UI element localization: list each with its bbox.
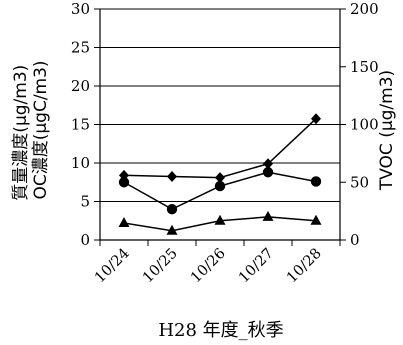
x-tick-label: 10/27 xyxy=(236,246,277,287)
right-tick-label: 100 xyxy=(350,116,379,134)
data-point-circle xyxy=(214,180,226,192)
data-point-circle xyxy=(262,167,274,178)
series-diamond xyxy=(119,113,321,184)
series-circle xyxy=(118,167,322,215)
data-point-diamond xyxy=(263,158,273,170)
data-point-diamond xyxy=(215,172,225,184)
x-tick-label: 10/28 xyxy=(284,246,325,287)
y-axis-label-left: 質量濃度(μg/m3) OC濃度(μgC/m3) xyxy=(11,59,51,200)
series-layer xyxy=(118,113,322,235)
left-tick-label: 10 xyxy=(71,154,90,172)
right-tick-label: 150 xyxy=(350,58,379,76)
x-axis-label: H28 年度_秋季 xyxy=(158,320,283,341)
right-tick-label: 200 xyxy=(350,0,379,18)
data-point-diamond xyxy=(119,169,129,181)
right-tick-label: 50 xyxy=(350,173,369,191)
grid-lines xyxy=(100,8,340,202)
series-line xyxy=(123,118,317,179)
data-point-circle xyxy=(166,204,178,215)
x-tick-label: 10/26 xyxy=(188,246,229,287)
y-axis-label-left-line2: OC濃度(μgC/m3) xyxy=(31,60,51,199)
y-axis-label-right: TVOC (μg/m3) xyxy=(377,70,397,191)
left-axis-ticks: 0 5 10 15 20 25 30 xyxy=(71,0,100,249)
data-point-circle xyxy=(310,176,322,187)
y-axis-label-left-line1: 質量濃度(μg/m3) xyxy=(11,65,31,201)
data-point-triangle xyxy=(118,217,130,228)
right-tick-label: 0 xyxy=(350,231,360,249)
series-triangle xyxy=(118,210,322,235)
x-axis-ticks: 10/24 10/25 10/26 10/27 10/28 xyxy=(92,240,341,287)
right-axis-ticks: 0 50 100 150 200 xyxy=(340,0,379,249)
data-point-triangle xyxy=(310,214,322,225)
left-tick-label: 25 xyxy=(71,39,90,57)
left-tick-label: 15 xyxy=(71,116,90,134)
x-tick-label: 10/25 xyxy=(140,246,181,287)
data-point-diamond xyxy=(167,170,177,182)
data-point-diamond xyxy=(311,113,321,125)
left-tick-label: 5 xyxy=(80,193,90,211)
data-point-circle xyxy=(118,177,130,188)
left-tick-label: 30 xyxy=(71,0,90,18)
data-point-triangle xyxy=(262,210,274,221)
data-point-triangle xyxy=(166,224,178,235)
data-point-triangle xyxy=(214,214,226,225)
left-tick-label: 0 xyxy=(80,231,90,249)
x-tick-label: 10/24 xyxy=(92,246,133,287)
left-tick-label: 20 xyxy=(71,77,90,95)
